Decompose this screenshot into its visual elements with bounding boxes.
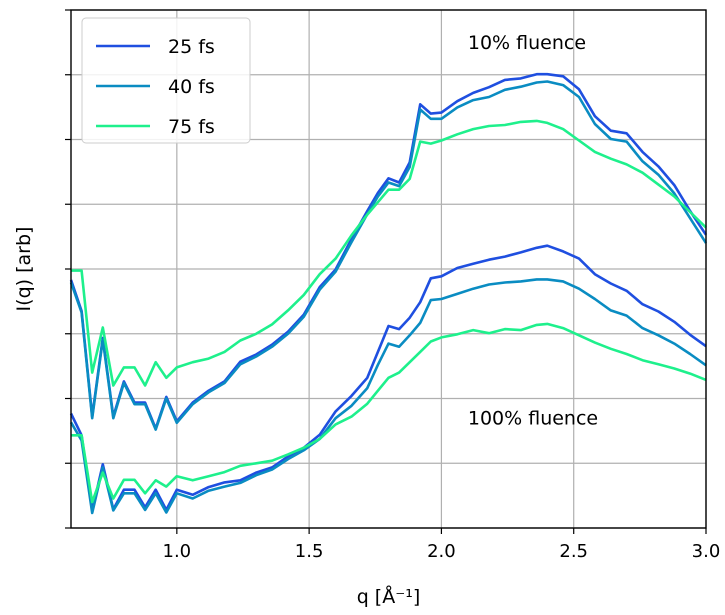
legend: 25 fs 40 fs 75 fs: [81, 17, 251, 144]
x-axis-label: q [Å⁻¹]: [357, 585, 421, 608]
x-tick-label: 2.5: [559, 541, 588, 562]
series-line-75fs-low-fluence: [71, 119, 707, 387]
series-layer: [69, 72, 708, 515]
x-tick-label: 3.0: [692, 541, 721, 562]
legend-label-25fs: 25 fs: [168, 36, 215, 58]
x-tick-label: 1.5: [295, 541, 324, 562]
legend-label-75fs: 75 fs: [168, 116, 215, 138]
x-tick-label: 1.0: [163, 541, 192, 562]
legend-label-40fs: 40 fs: [168, 76, 215, 98]
series-line-40fs-high-fluence: [69, 278, 707, 515]
ticks: 1.0 1.5 2.0 2.5 3.0: [65, 9, 721, 562]
legend-frame: [81, 17, 251, 144]
series-line-40fs-low-fluence: [69, 80, 708, 431]
series-line-75fs-high-fluence: [71, 322, 707, 504]
annotation-100-percent-fluence: 100% fluence: [468, 407, 598, 429]
annotation-10-percent-fluence: 10% fluence: [468, 32, 586, 54]
x-tick-label: 2.0: [427, 541, 456, 562]
series-line-25fs-high-fluence: [69, 244, 707, 512]
y-axis-label: I(q) [arb]: [13, 227, 35, 312]
